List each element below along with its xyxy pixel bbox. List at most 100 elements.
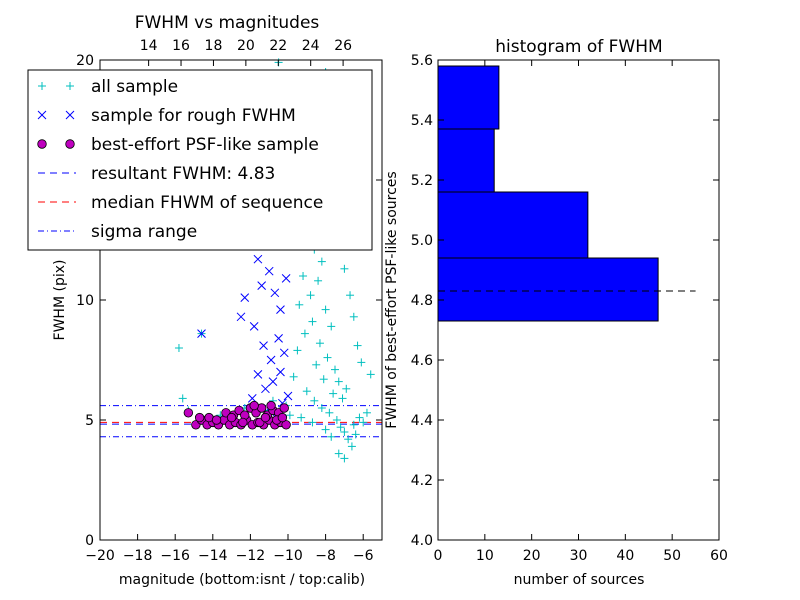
series-1-point-55 — [327, 432, 336, 441]
legend-item-5: median FHWM of sequence — [38, 193, 323, 213]
histogram-title: histogram of FWHM — [495, 37, 662, 57]
series-1-point-1 — [174, 344, 183, 352]
histogram-xtick-label-5: 40 — [616, 548, 634, 564]
series-1-point-2 — [178, 394, 187, 403]
series-2-point-14 — [249, 322, 259, 331]
scatter-xlabel: magnitude (bottom:isnt / top:calib) — [119, 572, 365, 588]
series-1-point-13 — [299, 272, 308, 280]
legend-item-1: all sample — [38, 77, 178, 97]
series-3-point-1 — [183, 408, 194, 418]
scatter-title: FWHM vs magnitudes — [135, 13, 320, 33]
series-2-point-11 — [270, 288, 280, 298]
series-1-point-42 — [344, 435, 353, 444]
series-1-point-21 — [295, 300, 304, 309]
legend-marker-2a — [37, 110, 47, 120]
series-1-point-46 — [351, 430, 360, 439]
series-1-point-24 — [323, 353, 332, 362]
series-2-point-2 — [236, 312, 246, 322]
histogram-xtick-label-7: 60 — [710, 548, 728, 564]
series-2-point-20 — [261, 384, 270, 394]
legend-label-4: resultant FWHM: 4.83 — [91, 164, 275, 184]
series-1-point-40 — [336, 423, 345, 432]
series-2-point-32 — [240, 293, 250, 302]
scatter-top-xtick-label-7: 26 — [334, 38, 352, 54]
series-3-point-29 — [279, 403, 289, 413]
histogram-ytick-label-1: 4.0 — [411, 533, 433, 549]
legend-label-2: sample for rough FWHM — [91, 106, 296, 126]
legend-label-3: best-effort PSF-like sample — [91, 135, 319, 155]
legend-label-6: sigma range — [91, 222, 197, 242]
histogram-xtick-label-4: 30 — [570, 548, 588, 564]
histogram-xtick-label-2: 10 — [476, 548, 494, 564]
scatter-xtick-label-4: −14 — [198, 548, 228, 564]
scatter-top-xtick-label-5: 22 — [269, 38, 287, 54]
series-1-point-32 — [312, 360, 321, 369]
series-2-point-23 — [283, 391, 293, 401]
series-2-point-16 — [266, 355, 276, 365]
series-1-point-29 — [342, 384, 351, 393]
histogram-ytick-label-3: 4.4 — [411, 413, 433, 429]
histogram-ytick-label-2: 4.2 — [411, 473, 433, 489]
series-2-point-10 — [264, 266, 274, 276]
series-1-point-34 — [289, 372, 298, 381]
legend-box — [27, 69, 373, 251]
series-1-point-23 — [315, 339, 324, 348]
series-2-point-15 — [259, 341, 268, 350]
legend-item-4: resultant FWHM: 4.83 — [38, 164, 275, 184]
legend-label-1: all sample — [91, 77, 178, 97]
series-1-point-19 — [308, 317, 317, 326]
series-1-point-17 — [317, 257, 326, 266]
series-3-point-30 — [249, 400, 259, 411]
scatter-xtick-label-5: −12 — [236, 548, 266, 564]
series-3-point-34 — [211, 415, 222, 425]
scatter-top-xtick-label-6: 24 — [302, 38, 320, 54]
series-1-point-66 — [346, 291, 355, 300]
legend-item-3: best-effort PSF-like sample — [37, 135, 319, 155]
series-2-point-8 — [253, 254, 263, 264]
series-1-point-53 — [285, 411, 294, 420]
series-3-point-38 — [277, 412, 288, 423]
series-1-point-43 — [347, 442, 356, 451]
series-1-point-48 — [359, 418, 368, 427]
histogram-ytick-label-8: 5.4 — [411, 113, 433, 129]
series-1-point-30 — [329, 389, 338, 398]
histogram-xlabel: number of sources — [514, 572, 645, 588]
histogram-ytick-label-4: 4.6 — [411, 353, 433, 369]
series-1-point-35 — [302, 387, 311, 396]
histogram-ytick-label-5: 4.8 — [411, 293, 433, 309]
series-1-point-37 — [317, 404, 326, 412]
series-2-point-17 — [274, 334, 283, 343]
series-1-point-25 — [327, 322, 336, 331]
histogram-bar-4 — [437, 65, 500, 130]
histogram-bar-3 — [437, 128, 495, 193]
scatter-top-xtick-label-3: 18 — [205, 38, 223, 54]
histogram-ytick-label-7: 5.2 — [411, 173, 433, 189]
series-1-point-47 — [355, 413, 364, 422]
histogram-bar-2 — [437, 191, 589, 259]
legend-item-6: sigma range — [38, 222, 197, 242]
legend-marker-3a — [37, 139, 47, 149]
scatter-xtick-label-7: −8 — [315, 548, 336, 564]
series-1-point-65 — [340, 264, 349, 273]
series-1-point-69 — [357, 358, 366, 367]
legend-marker-1b — [66, 82, 74, 90]
series-2-point-13 — [281, 274, 291, 283]
histogram-ytick-label-6: 5.0 — [411, 233, 433, 249]
series-2-point-9 — [257, 281, 267, 290]
series-1-point-41 — [340, 428, 349, 436]
series-1-point-33 — [293, 346, 302, 355]
series-1-point-31 — [319, 375, 328, 384]
histogram-xtick-label-1: 0 — [434, 548, 443, 564]
legend-label-5: median FHWM of sequence — [91, 193, 323, 213]
series-1-point-27 — [334, 377, 343, 386]
legend-item-2: sample for rough FWHM — [37, 106, 296, 126]
series-3-point-40 — [260, 412, 271, 423]
histogram-bar-1 — [437, 257, 659, 322]
series-1-point-16 — [314, 276, 323, 285]
series-1-point-20 — [306, 291, 315, 300]
scatter-top-xtick-label-1: 14 — [140, 38, 158, 54]
series-1-point-45 — [340, 454, 349, 463]
scatter-points — [174, 58, 375, 463]
scatter-ytick-label-1: 0 — [85, 533, 94, 549]
series-1-point-67 — [349, 312, 358, 321]
